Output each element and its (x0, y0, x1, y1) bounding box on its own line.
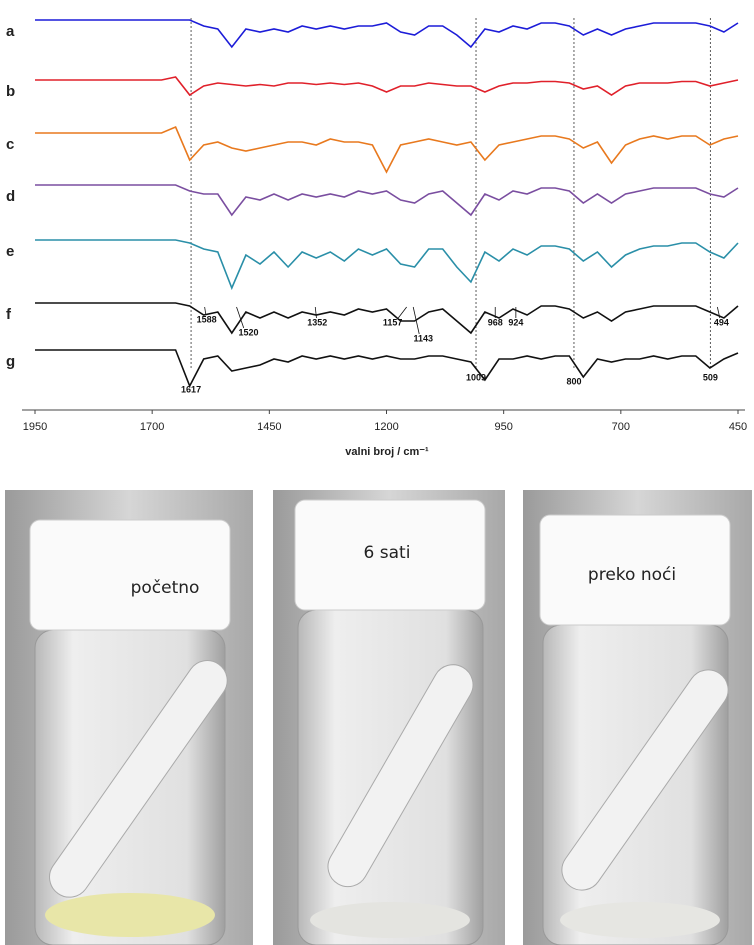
annotation-label: 924 (508, 317, 523, 327)
spectrum (35, 239, 739, 291)
spectrum (35, 19, 739, 49)
photo-2 (273, 490, 505, 945)
x-tick-label: 950 (494, 421, 512, 433)
photo-3 (523, 490, 752, 945)
series-label: b (6, 83, 15, 100)
x-tick-label: 1950 (23, 421, 47, 433)
annotation-arrow (314, 306, 317, 319)
annotation-label: 509 (703, 372, 718, 382)
annotation-label: 968 (488, 317, 503, 327)
photos: početno 6 sati preko noći (5, 490, 752, 945)
x-tick-label: 700 (612, 421, 630, 433)
x-tick-label: 1700 (140, 421, 164, 433)
annotation-label: 1588 (197, 314, 217, 324)
annotation-label: 1143 (413, 333, 433, 343)
series-label: a (6, 23, 15, 40)
annotation-label: 1352 (307, 317, 327, 327)
annotation-label: 494 (714, 317, 729, 327)
annotation-arrow (236, 306, 245, 329)
series-label: e (6, 243, 14, 260)
x-tick-label: 450 (729, 421, 747, 433)
annotation-arrow (204, 306, 207, 316)
spectrum (35, 184, 739, 217)
annotation-label: 1157 (383, 317, 403, 327)
series-label: c (6, 136, 14, 153)
spectrum (35, 302, 739, 335)
series-label: g (6, 353, 15, 370)
series-label: f (6, 306, 12, 323)
photo-1 (5, 490, 253, 945)
x-tick-label: 1200 (374, 421, 398, 433)
photo-caption: preko noći (588, 565, 676, 585)
spectrum (35, 125, 739, 174)
series-label: d (6, 188, 15, 205)
annotation-label: 800 (566, 376, 581, 386)
annotation-arrow (716, 306, 721, 319)
annotation-arrow (397, 306, 407, 319)
x-axis-label: valni broj / cm⁻¹ (345, 446, 429, 458)
annotation-arrow (412, 306, 420, 335)
annotation-label: 1520 (239, 327, 259, 337)
spectrum (35, 76, 739, 97)
spectrum (35, 349, 739, 388)
photo-caption: početno (131, 578, 200, 598)
annotation-label: 1009 (466, 372, 486, 382)
annotation-label: 1617 (181, 384, 201, 394)
ir-chart: valni broj / cm⁻¹ 1950 1700 1450 1200 950 700… (6, 18, 747, 458)
x-tick-label: 1450 (257, 421, 281, 433)
photo-caption: 6 sati (364, 543, 411, 563)
